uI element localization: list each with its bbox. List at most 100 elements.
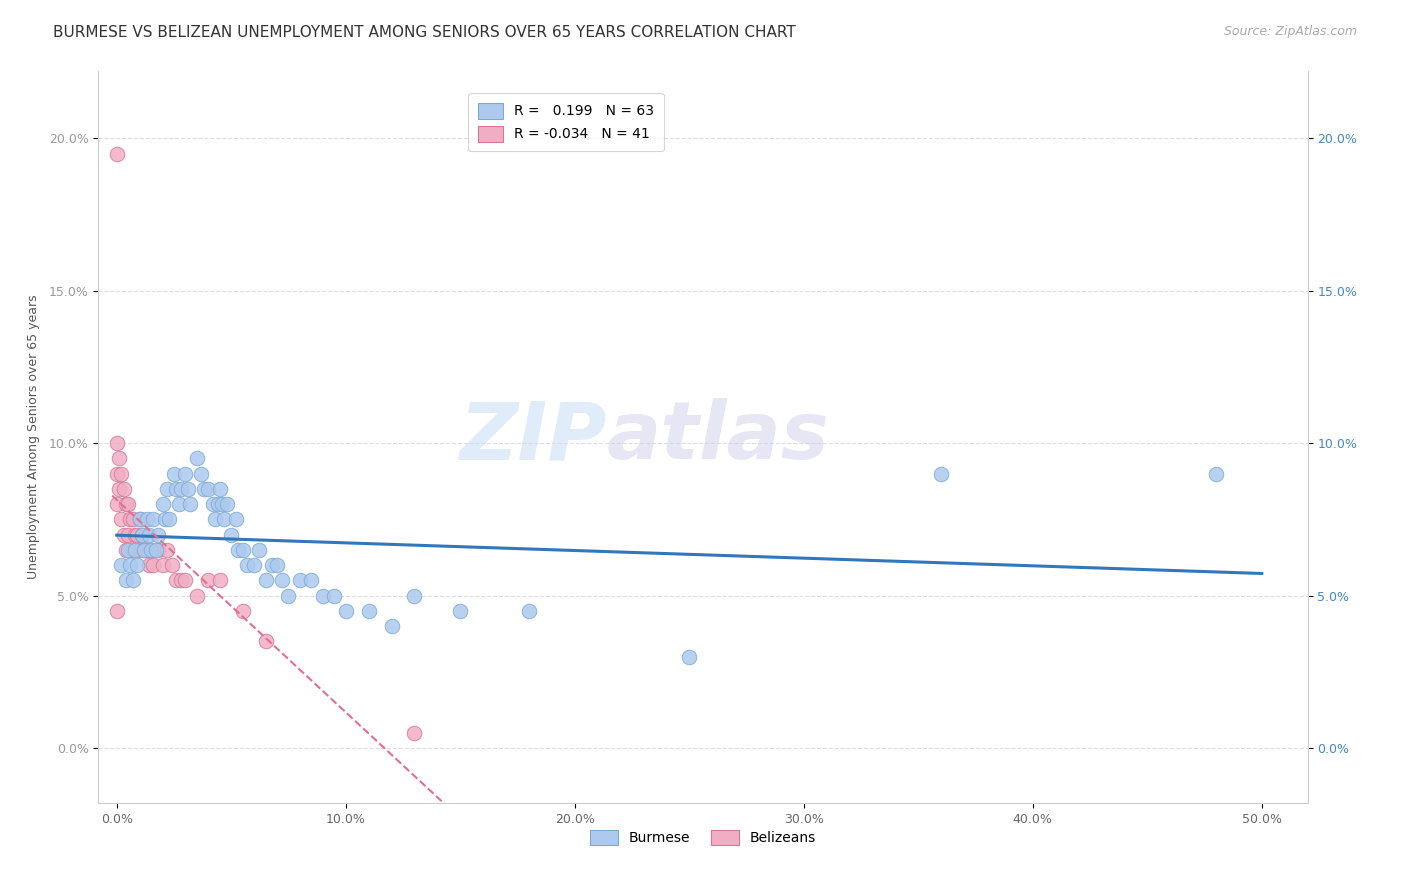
- Point: [110, 467, 132, 481]
- Point: [266, 558, 288, 573]
- Point: [204, 512, 226, 526]
- Point: [236, 558, 259, 573]
- Point: [243, 558, 266, 573]
- Point: [288, 574, 311, 588]
- Point: [380, 619, 402, 633]
- Point: [121, 574, 143, 588]
- Point: [232, 604, 254, 618]
- Point: [146, 527, 169, 541]
- Point: [105, 146, 128, 161]
- Point: [128, 512, 150, 526]
- Point: [156, 542, 179, 557]
- Point: [174, 574, 197, 588]
- Point: [105, 497, 128, 511]
- Point: [112, 482, 135, 496]
- Point: [121, 542, 143, 557]
- Point: [117, 542, 139, 557]
- Point: [226, 542, 249, 557]
- Point: [117, 527, 139, 541]
- Point: [207, 497, 229, 511]
- Point: [142, 558, 165, 573]
- Point: [678, 649, 700, 664]
- Y-axis label: Unemployment Among Seniors over 65 years: Unemployment Among Seniors over 65 years: [28, 294, 41, 580]
- Point: [219, 527, 242, 541]
- Point: [142, 512, 165, 526]
- Point: [105, 467, 128, 481]
- Point: [117, 497, 139, 511]
- Point: [270, 574, 292, 588]
- Point: [247, 542, 270, 557]
- Point: [197, 482, 219, 496]
- Point: [215, 497, 238, 511]
- Point: [115, 497, 138, 511]
- Point: [186, 589, 208, 603]
- Point: [135, 512, 157, 526]
- Point: [208, 574, 231, 588]
- Text: Source: ZipAtlas.com: Source: ZipAtlas.com: [1223, 25, 1357, 38]
- Point: [134, 542, 156, 557]
- Point: [108, 482, 131, 496]
- Point: [254, 574, 277, 588]
- Point: [323, 589, 346, 603]
- Point: [225, 512, 247, 526]
- Point: [120, 512, 142, 526]
- Point: [128, 512, 150, 526]
- Point: [201, 497, 224, 511]
- Point: [138, 527, 160, 541]
- Point: [335, 604, 357, 618]
- Point: [299, 574, 322, 588]
- Point: [152, 558, 174, 573]
- Point: [165, 574, 187, 588]
- Point: [110, 512, 132, 526]
- Point: [134, 542, 156, 557]
- Point: [135, 542, 157, 557]
- Point: [115, 542, 138, 557]
- Point: [152, 497, 174, 511]
- Point: [190, 467, 212, 481]
- Point: [208, 482, 231, 496]
- Point: [115, 574, 138, 588]
- Point: [146, 542, 169, 557]
- Point: [112, 527, 135, 541]
- Point: [1205, 467, 1227, 481]
- Point: [124, 542, 146, 557]
- Point: [404, 589, 426, 603]
- Point: [160, 558, 183, 573]
- Point: [517, 604, 540, 618]
- Text: atlas: atlas: [606, 398, 830, 476]
- Point: [312, 589, 335, 603]
- Point: [128, 542, 150, 557]
- Point: [121, 512, 143, 526]
- Point: [404, 725, 426, 739]
- Point: [177, 482, 200, 496]
- Point: [138, 558, 160, 573]
- Point: [131, 527, 153, 541]
- Point: [174, 467, 197, 481]
- Point: [449, 604, 471, 618]
- Point: [211, 497, 233, 511]
- Point: [145, 542, 167, 557]
- Point: [127, 527, 149, 541]
- Point: [139, 542, 162, 557]
- Point: [108, 451, 131, 466]
- Point: [139, 542, 162, 557]
- Point: [214, 512, 236, 526]
- Point: [179, 497, 201, 511]
- Point: [193, 482, 215, 496]
- Point: [127, 558, 149, 573]
- Point: [110, 558, 132, 573]
- Point: [186, 451, 208, 466]
- Point: [120, 558, 142, 573]
- Point: [167, 497, 190, 511]
- Point: [170, 482, 193, 496]
- Point: [277, 589, 299, 603]
- Point: [254, 634, 277, 648]
- Point: [929, 467, 952, 481]
- Point: [156, 482, 179, 496]
- Point: [105, 604, 128, 618]
- Legend: Burmese, Belizeans: Burmese, Belizeans: [585, 824, 821, 851]
- Point: [157, 512, 180, 526]
- Point: [105, 436, 128, 450]
- Point: [124, 527, 146, 541]
- Point: [232, 542, 254, 557]
